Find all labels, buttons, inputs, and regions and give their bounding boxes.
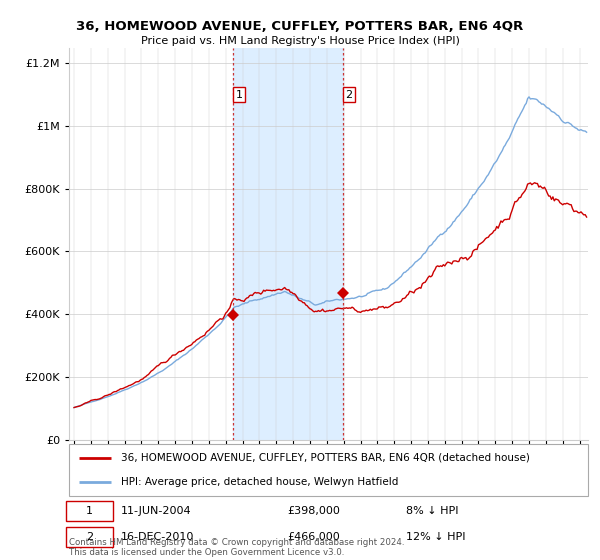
- Bar: [233, 48, 343, 440]
- FancyBboxPatch shape: [69, 444, 588, 496]
- Text: £466,000: £466,000: [287, 532, 340, 542]
- Text: 12% ↓ HPI: 12% ↓ HPI: [406, 532, 466, 542]
- Text: 16-DEC-2010: 16-DEC-2010: [121, 532, 194, 542]
- Text: Price paid vs. HM Land Registry's House Price Index (HPI): Price paid vs. HM Land Registry's House …: [140, 36, 460, 46]
- Text: 2: 2: [86, 532, 94, 542]
- FancyBboxPatch shape: [67, 528, 113, 547]
- Text: 1: 1: [86, 506, 93, 516]
- Text: 8% ↓ HPI: 8% ↓ HPI: [406, 506, 459, 516]
- Text: 1: 1: [236, 90, 242, 100]
- Text: 36, HOMEWOOD AVENUE, CUFFLEY, POTTERS BAR, EN6 4QR (detached house): 36, HOMEWOOD AVENUE, CUFFLEY, POTTERS BA…: [121, 453, 530, 463]
- Text: HPI: Average price, detached house, Welwyn Hatfield: HPI: Average price, detached house, Welw…: [121, 477, 398, 487]
- FancyBboxPatch shape: [67, 502, 113, 521]
- Text: £398,000: £398,000: [287, 506, 340, 516]
- Text: Contains HM Land Registry data © Crown copyright and database right 2024.
This d: Contains HM Land Registry data © Crown c…: [69, 538, 404, 557]
- Text: 36, HOMEWOOD AVENUE, CUFFLEY, POTTERS BAR, EN6 4QR: 36, HOMEWOOD AVENUE, CUFFLEY, POTTERS BA…: [76, 20, 524, 32]
- Text: 11-JUN-2004: 11-JUN-2004: [121, 506, 191, 516]
- Text: 2: 2: [346, 90, 353, 100]
